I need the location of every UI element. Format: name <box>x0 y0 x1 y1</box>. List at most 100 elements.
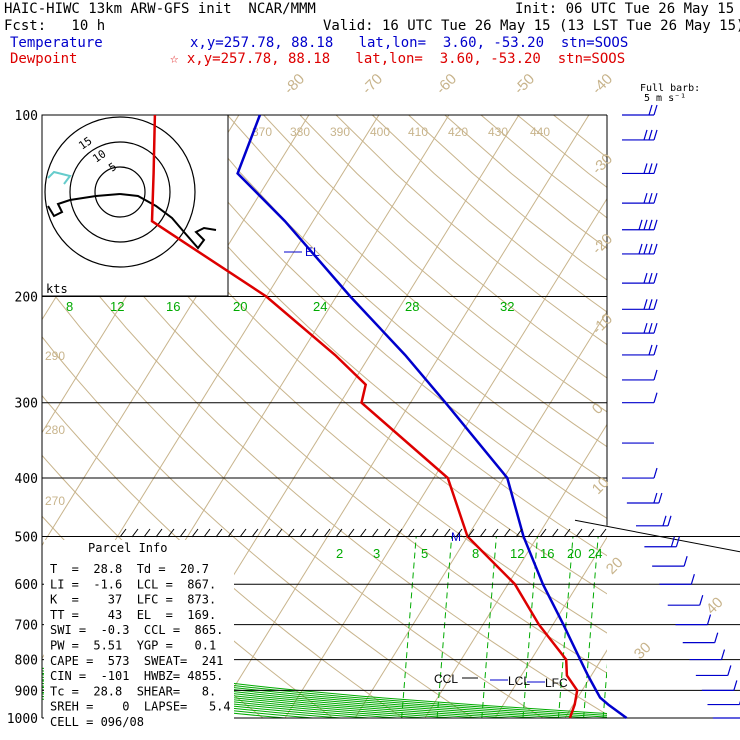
barb-flag <box>653 192 658 204</box>
hatch-mark <box>335 528 343 538</box>
hatch-mark <box>179 528 187 538</box>
mixing-ratio-label: 5 <box>421 546 428 561</box>
dry-adiabat <box>480 115 607 219</box>
dry-adiabat <box>335 115 607 346</box>
hatch-mark <box>479 528 487 538</box>
barb-flag <box>653 369 658 381</box>
parcel-info-row: CIN = -101 HWBZ= 4855. <box>50 669 223 683</box>
barb-flag <box>670 536 675 547</box>
hodograph-ring <box>69 141 171 243</box>
barb-flag <box>648 243 653 255</box>
isotherm-line <box>214 115 590 718</box>
wind-barb <box>712 717 740 719</box>
isotherm-line <box>42 115 310 547</box>
dry-adiabat <box>263 115 607 413</box>
barb-flag <box>662 515 667 526</box>
hatch-mark <box>155 528 163 538</box>
ccl-label: CCL <box>434 672 458 686</box>
wind-barb <box>635 515 672 527</box>
mixing-ratio-line <box>583 536 599 718</box>
theta-e-label: 32 <box>500 299 514 314</box>
wind-barb <box>659 574 695 585</box>
pressure-label-800: 800 <box>15 654 38 669</box>
barb-flag <box>675 536 680 547</box>
dewpoint-legend: Dewpoint <box>10 51 78 67</box>
parcel-info-row: LI = -1.6 LCL = 867. <box>50 577 216 591</box>
hatch-mark <box>599 528 607 538</box>
barb-flag <box>643 243 648 255</box>
theta-label: 380 <box>290 125 310 139</box>
isotherm-line <box>354 310 607 718</box>
wind-barb <box>622 104 658 116</box>
mixing-ratio-line <box>401 536 417 718</box>
mixing-ratio-label: 2 <box>336 546 343 561</box>
el-label: EL <box>305 245 320 259</box>
isotherm-label: -40 <box>589 70 616 97</box>
hatch-mark <box>263 528 271 538</box>
wind-barb <box>695 665 732 677</box>
hatch-mark <box>419 528 427 538</box>
pressure-label-200: 200 <box>15 291 38 306</box>
barb-flag <box>714 632 719 643</box>
hatch-mark <box>443 528 451 538</box>
mixing-ratio-label: 12 <box>110 299 124 314</box>
barb-flag <box>653 322 658 334</box>
mixing-ratio-label: 12 <box>510 546 524 561</box>
isotherm-label: -30 <box>589 150 616 177</box>
hodograph-ring <box>44 116 196 268</box>
dry-adiabat <box>299 115 607 379</box>
hodo-ring-label: 10 <box>90 147 108 165</box>
isotherm-label: -70 <box>359 70 386 97</box>
barb-flag <box>648 192 653 204</box>
pressure-label-100: 100 <box>15 109 38 124</box>
hatch-mark <box>143 528 151 538</box>
barb-flag <box>690 574 695 585</box>
parcel-info-row: Tc = 28.8 SHEAR= 8. <box>50 684 216 698</box>
hodograph-trace-cyan <box>47 170 72 185</box>
barb-flag <box>706 614 712 625</box>
isotherm-line <box>424 423 607 718</box>
wind-barb <box>622 219 658 231</box>
wind-barb <box>622 344 658 356</box>
parcel-info-bg <box>44 540 234 724</box>
mixing-ratio-label: 8 <box>472 546 479 561</box>
isotherm-line <box>705 115 740 718</box>
hodograph-inset <box>41 114 229 297</box>
wind-barb <box>689 649 726 661</box>
barb-flag <box>653 243 658 255</box>
forecast-hour: Fcst: 10 h <box>4 18 106 34</box>
isotherm-line <box>494 536 607 718</box>
hatch-mark <box>467 528 475 538</box>
isotherm-label: -20 <box>589 230 616 257</box>
barb-flag <box>699 595 704 606</box>
barb-flag <box>648 272 653 284</box>
barb-flag <box>653 299 658 310</box>
parcel-info-row: CELL = 096/08 <box>50 715 144 729</box>
parcel-info-row: SREH = 0 LAPSE= 5.4 <box>50 700 231 714</box>
wind-barb <box>622 192 658 204</box>
barb-flag <box>727 665 732 676</box>
theta-e-label: 20 <box>233 299 247 314</box>
hatch-mark <box>359 528 367 538</box>
parcel-info-row: K = 37 LFC = 873. <box>50 593 216 607</box>
hatch-mark <box>371 528 379 538</box>
dry-adiabat <box>42 220 607 716</box>
barb-flag <box>643 192 648 204</box>
dewpoint-profile <box>150 114 579 719</box>
pressure-label-1000: 1000 <box>7 712 38 727</box>
temperature-legend: Temperature <box>10 35 103 51</box>
parcel-info-row: TT = 43 EL = 169. <box>50 608 216 622</box>
theta-label: 390 <box>330 125 350 139</box>
dry-adiabat <box>190 115 607 483</box>
theta-label: 410 <box>408 125 428 139</box>
wind-barb <box>622 322 658 334</box>
hatch-mark <box>455 528 463 538</box>
dewpoint-location: ☆ x,y=257.78, 88.18 lat,lon= 3.60, -53.2… <box>170 51 626 67</box>
isotherm-label: -50 <box>511 70 538 97</box>
hatch-mark <box>551 528 559 538</box>
temperature-profile <box>236 114 628 720</box>
hatch-mark <box>407 528 415 538</box>
isotherm-label: -80 <box>281 70 308 97</box>
hatch-mark <box>191 528 199 538</box>
barb-flag <box>643 129 648 141</box>
